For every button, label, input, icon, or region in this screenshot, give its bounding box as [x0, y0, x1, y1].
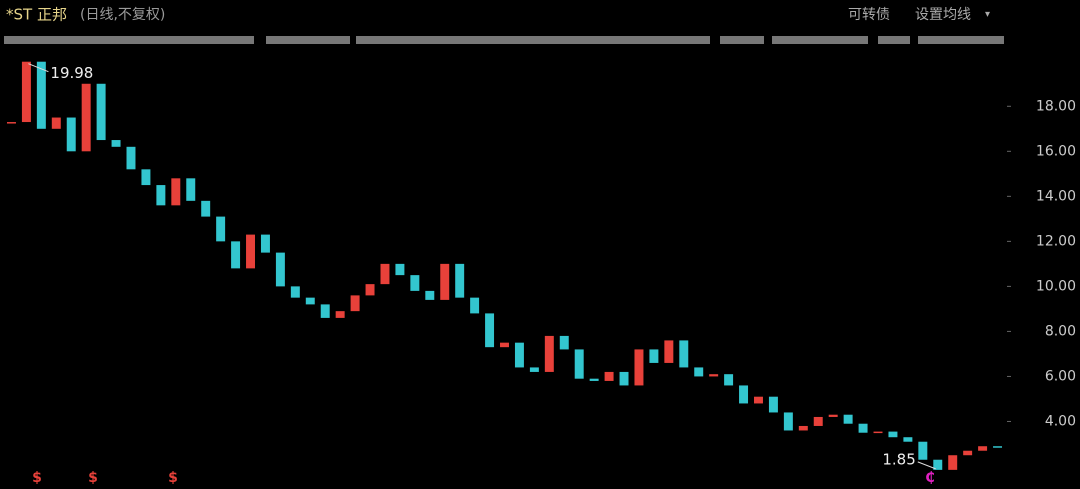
- candle: [455, 263, 465, 298]
- max-label: 19.98: [50, 64, 93, 82]
- candle: [619, 371, 629, 386]
- candle: [574, 349, 584, 379]
- event-marker: $: [88, 470, 98, 486]
- candle: [813, 416, 823, 426]
- event-marker: $: [32, 470, 42, 486]
- candle: [963, 450, 973, 456]
- candle: [51, 117, 61, 129]
- annotation-arrow: [917, 461, 936, 470]
- candle: [754, 396, 763, 404]
- dropdown-icon[interactable]: ▾: [985, 9, 990, 20]
- subtitle: (日线,不复权): [80, 6, 165, 23]
- candle: [425, 290, 435, 300]
- candle: [171, 178, 181, 206]
- candle: [589, 378, 599, 381]
- candle: [933, 459, 943, 470]
- candle: [768, 396, 778, 413]
- y-tick-label: 4.00: [1045, 413, 1076, 429]
- candle: [559, 335, 569, 350]
- candle: [231, 241, 241, 269]
- candle: [275, 252, 285, 287]
- candle: [679, 340, 689, 368]
- candle: [6, 122, 16, 124]
- min-label: 1.85: [882, 450, 915, 468]
- ma-setting-button[interactable]: 设置均线: [915, 7, 971, 23]
- candle: [664, 340, 674, 363]
- candle: [21, 61, 31, 123]
- y-tick-label: 16.00: [1036, 143, 1076, 159]
- candle: [111, 140, 121, 147]
- candle: [470, 297, 480, 314]
- blurred-info: [4, 36, 1004, 44]
- event-marker: $: [168, 470, 178, 486]
- candle: [993, 446, 1003, 448]
- candle: [335, 311, 345, 318]
- candle: [544, 335, 554, 372]
- candle: [978, 446, 988, 451]
- event-marker: ₵: [925, 470, 935, 486]
- candle: [81, 83, 91, 152]
- candle: [649, 349, 659, 363]
- candle: [246, 234, 255, 269]
- candle: [290, 286, 300, 298]
- candle: [365, 284, 375, 296]
- y-tick-label: 18.00: [1036, 98, 1076, 114]
- candle: [440, 263, 450, 300]
- candle: [634, 349, 644, 386]
- candle: [305, 297, 315, 305]
- candle: [858, 423, 868, 433]
- candle: [694, 367, 704, 377]
- candle: [380, 263, 390, 285]
- candle: [36, 61, 46, 129]
- y-tick-label: 6.00: [1045, 368, 1076, 384]
- candle: [96, 83, 106, 141]
- candle: [888, 431, 898, 438]
- candle: [66, 117, 76, 152]
- candle: [918, 441, 928, 460]
- candle: [186, 178, 196, 201]
- candle: [350, 295, 360, 312]
- candle: [514, 342, 524, 368]
- candle: [410, 275, 420, 291]
- convertible-button[interactable]: 可转债: [848, 7, 890, 23]
- candle: [156, 185, 166, 206]
- candle: [320, 304, 330, 318]
- candle: [216, 216, 226, 242]
- candle: [529, 367, 539, 372]
- annotation-arrow: [28, 63, 49, 73]
- candle: [485, 313, 495, 348]
- candle: [709, 374, 719, 377]
- candle: [798, 425, 808, 431]
- candle: [500, 342, 509, 348]
- candle: [141, 169, 151, 186]
- y-tick-label: 12.00: [1036, 233, 1076, 249]
- candle: [783, 412, 793, 431]
- candle: [903, 437, 913, 442]
- candle: [948, 455, 958, 470]
- candle: [724, 374, 734, 386]
- candle: [395, 263, 405, 276]
- candle: [843, 414, 853, 424]
- candle: [739, 385, 749, 404]
- candle: [604, 371, 614, 381]
- y-tick-label: 8.00: [1045, 323, 1076, 339]
- candle: [873, 431, 883, 434]
- stock-title: *ST 正邦: [6, 6, 67, 24]
- candle: [201, 200, 211, 217]
- candle: [260, 234, 270, 253]
- y-tick-label: 14.00: [1036, 188, 1076, 204]
- candle: [828, 414, 838, 417]
- y-tick-label: 10.00: [1036, 278, 1076, 294]
- candle: [126, 146, 136, 170]
